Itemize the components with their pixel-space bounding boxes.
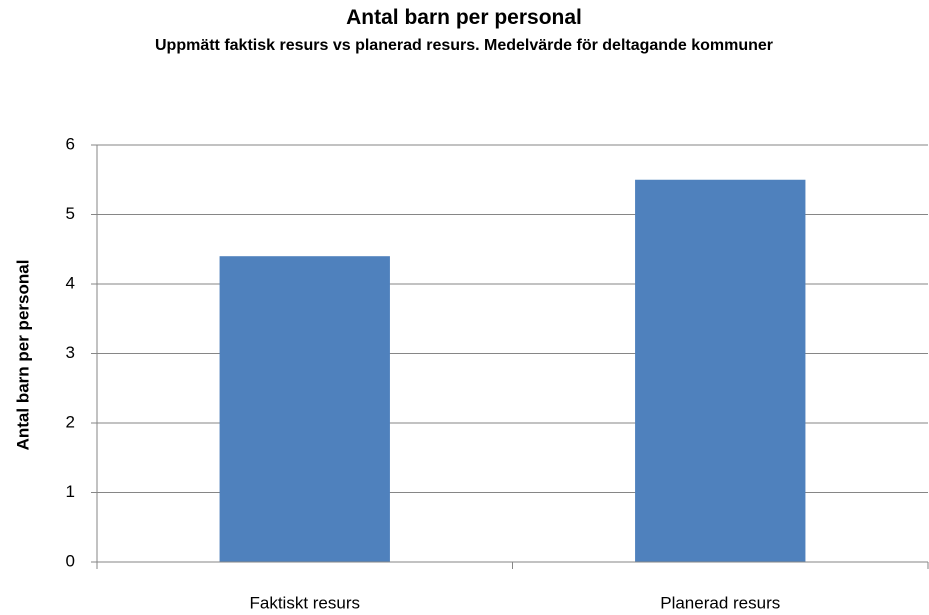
x-tick-label: Faktiskt resurs: [249, 593, 360, 612]
x-tick-label: Planerad resurs: [660, 593, 780, 612]
y-tick-label: 3: [66, 343, 75, 362]
chart-subtitle: Uppmätt faktisk resurs vs planerad resur…: [155, 37, 773, 54]
y-tick-label: 0: [66, 551, 75, 570]
bar: [219, 256, 390, 562]
bar: [635, 179, 806, 562]
y-tick-label: 5: [66, 204, 75, 223]
y-tick-label: 6: [66, 134, 75, 153]
y-tick-label: 2: [66, 412, 75, 431]
header: Antal barn per personal Uppmätt faktisk …: [84, 4, 844, 60]
y-tick-label: 4: [66, 273, 75, 292]
chart-title: Antal barn per personal: [346, 6, 582, 29]
y-tick-label: 1: [66, 482, 75, 501]
y-axis-label: Antal barn per personal: [13, 260, 32, 451]
